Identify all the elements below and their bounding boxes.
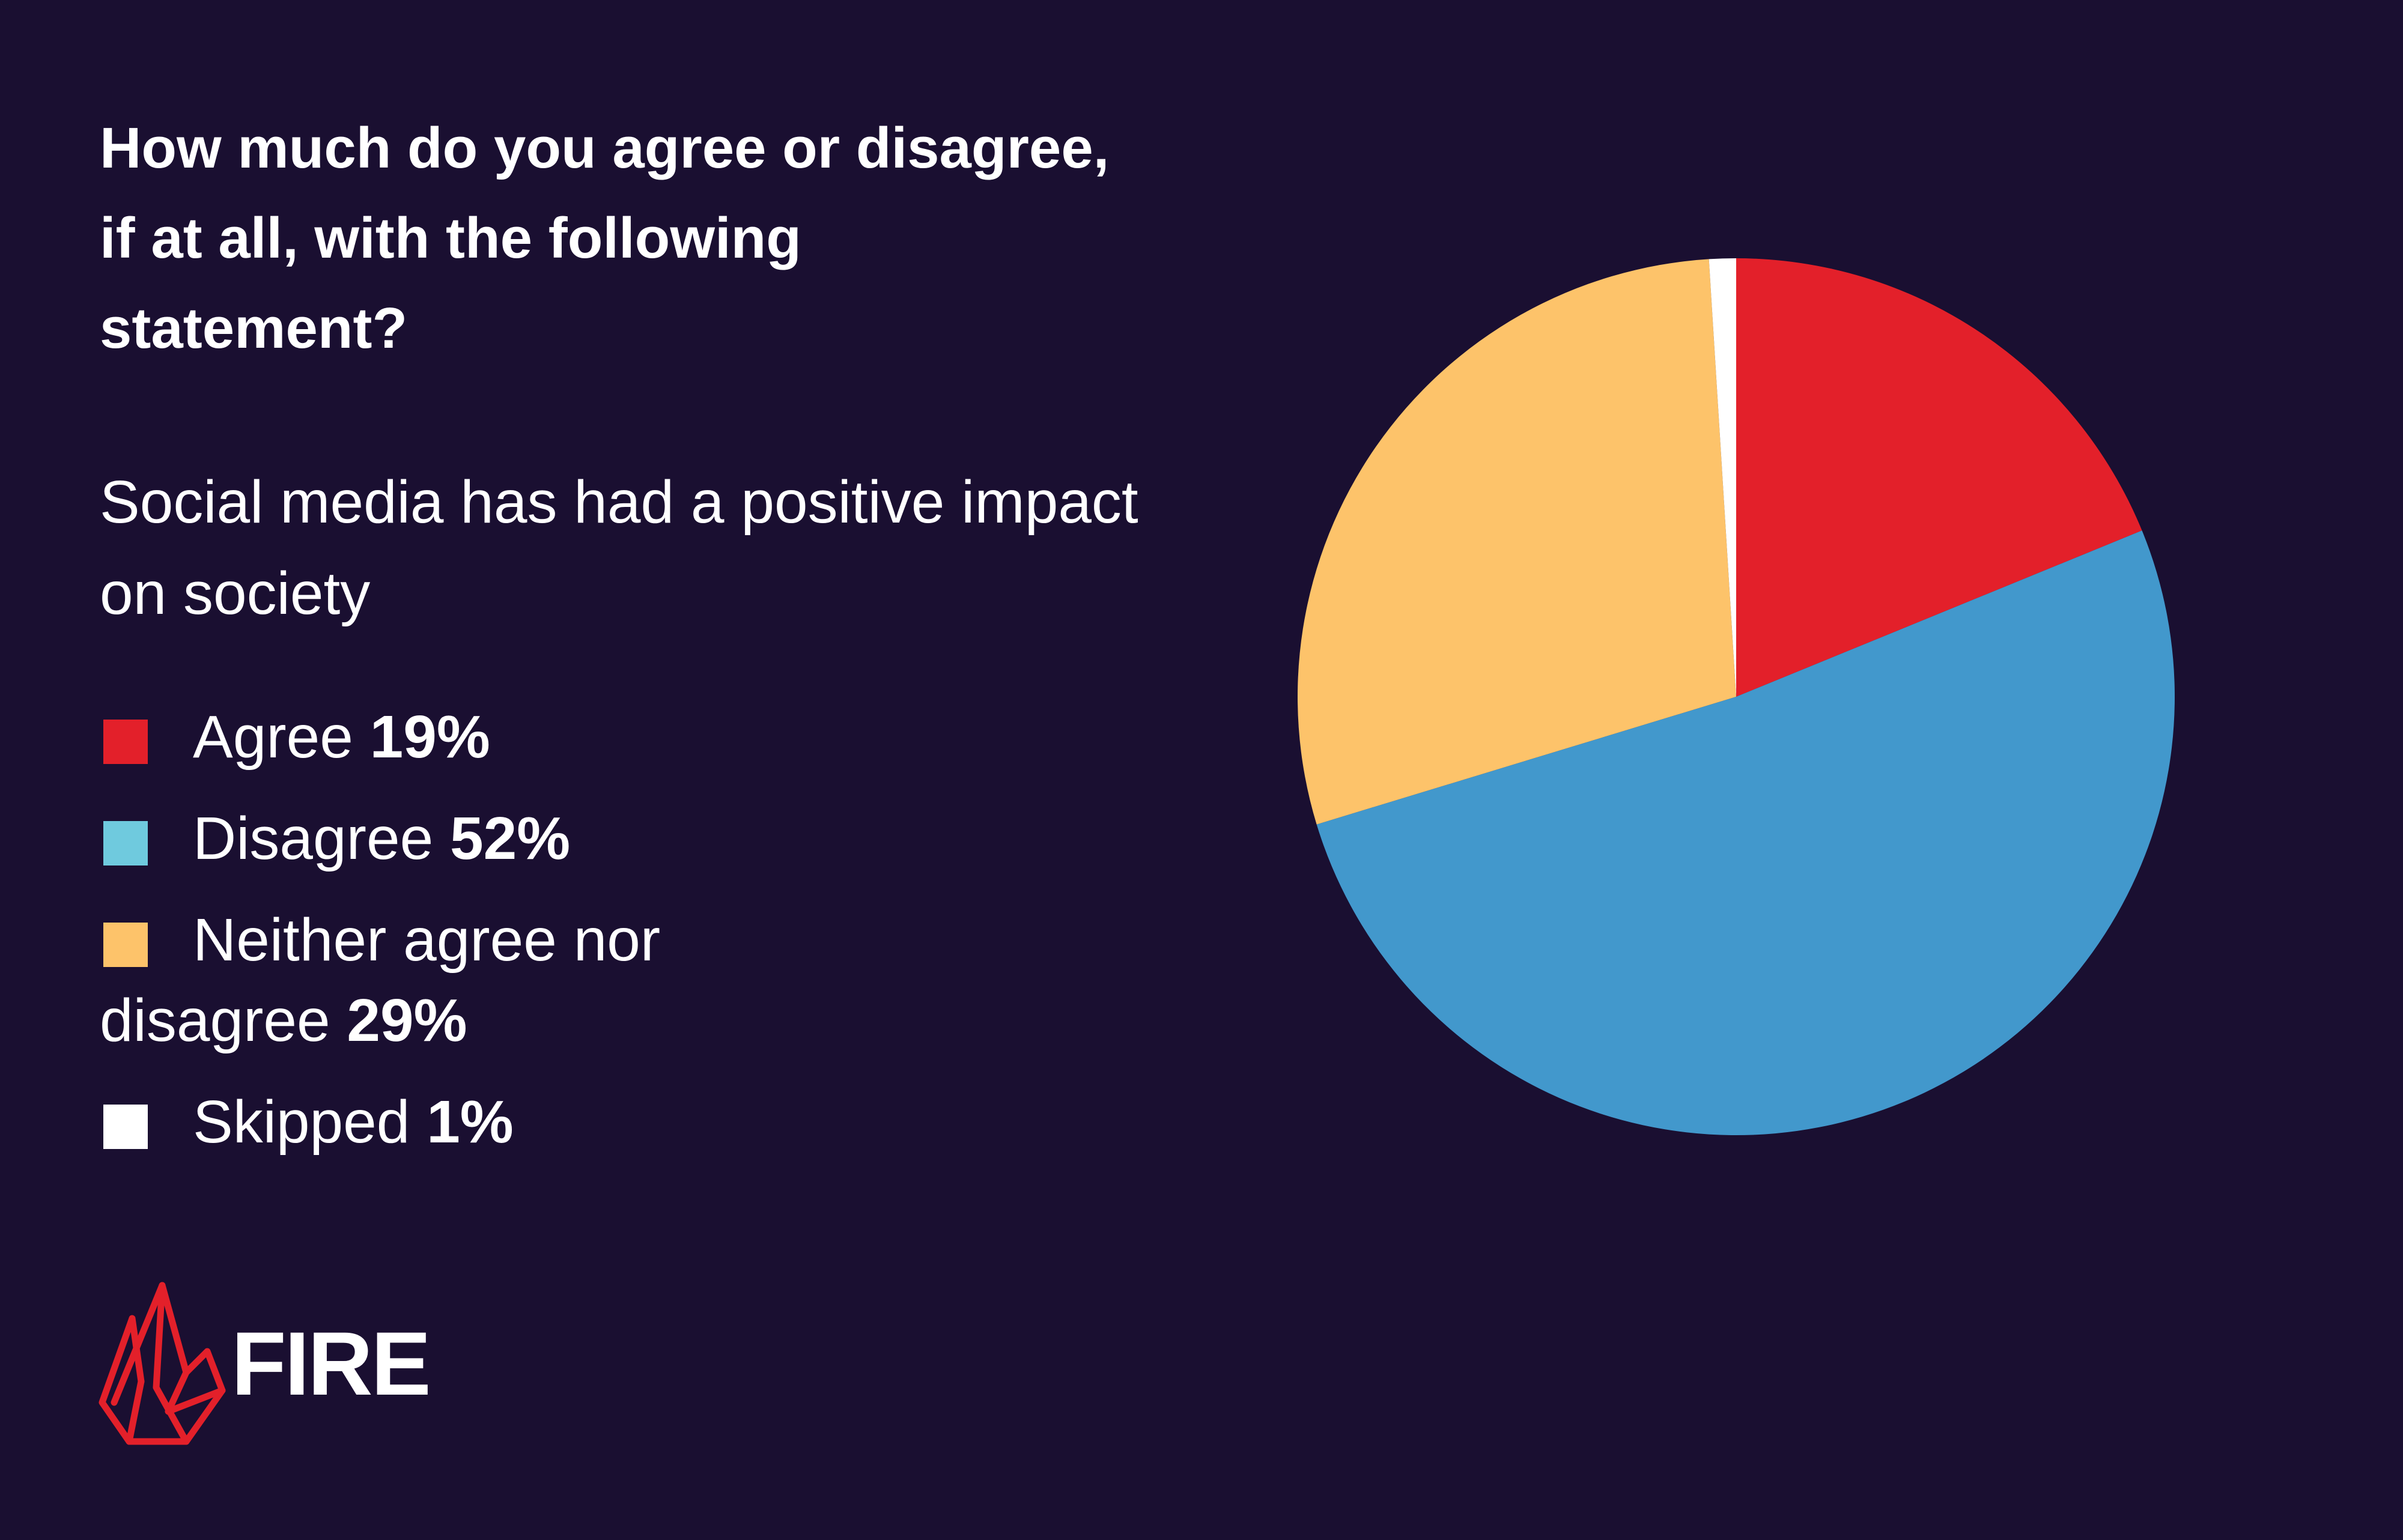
legend-value-agree: 19% xyxy=(369,703,490,771)
legend-item-neither: Neither agree nor disagree 29% xyxy=(100,900,731,1061)
legend: Agree 19% Disagree 52% Neither agree nor… xyxy=(100,697,1181,1183)
legend-label-disagree: Disagree xyxy=(193,805,434,872)
pie-chart xyxy=(1298,258,2175,1136)
fire-logo: FIRE xyxy=(96,1273,457,1454)
legend-value-disagree: 52% xyxy=(450,805,571,872)
pie-slice-skipped xyxy=(1709,258,1736,697)
legend-label-agree: Agree xyxy=(193,703,353,771)
legend-swatch-neither xyxy=(103,923,148,967)
legend-item-skipped: Skipped 1% xyxy=(100,1082,1181,1162)
legend-swatch-skipped xyxy=(103,1105,148,1149)
legend-swatch-disagree xyxy=(103,821,148,865)
logo-text: FIRE xyxy=(231,1313,431,1414)
pie-slice-disagree xyxy=(1316,530,2175,1136)
chart-title: How much do you agree or disagree, if at… xyxy=(100,116,1110,360)
legend-label-neither: Neither agree nor disagree xyxy=(100,906,661,1054)
chart-subtitle: Social media has had a positive impact o… xyxy=(100,468,1138,627)
legend-item-agree: Agree 19% xyxy=(100,697,1181,777)
legend-value-skipped: 1% xyxy=(427,1088,514,1156)
legend-item-disagree: Disagree 52% xyxy=(100,798,1181,879)
legend-label-skipped: Skipped xyxy=(193,1088,410,1156)
legend-value-neither: 29% xyxy=(347,987,467,1054)
pie-slice-agree xyxy=(1736,258,2142,697)
pie-slice-neither xyxy=(1298,259,1736,825)
legend-swatch-agree xyxy=(103,720,148,764)
flame-icon xyxy=(99,1282,226,1445)
